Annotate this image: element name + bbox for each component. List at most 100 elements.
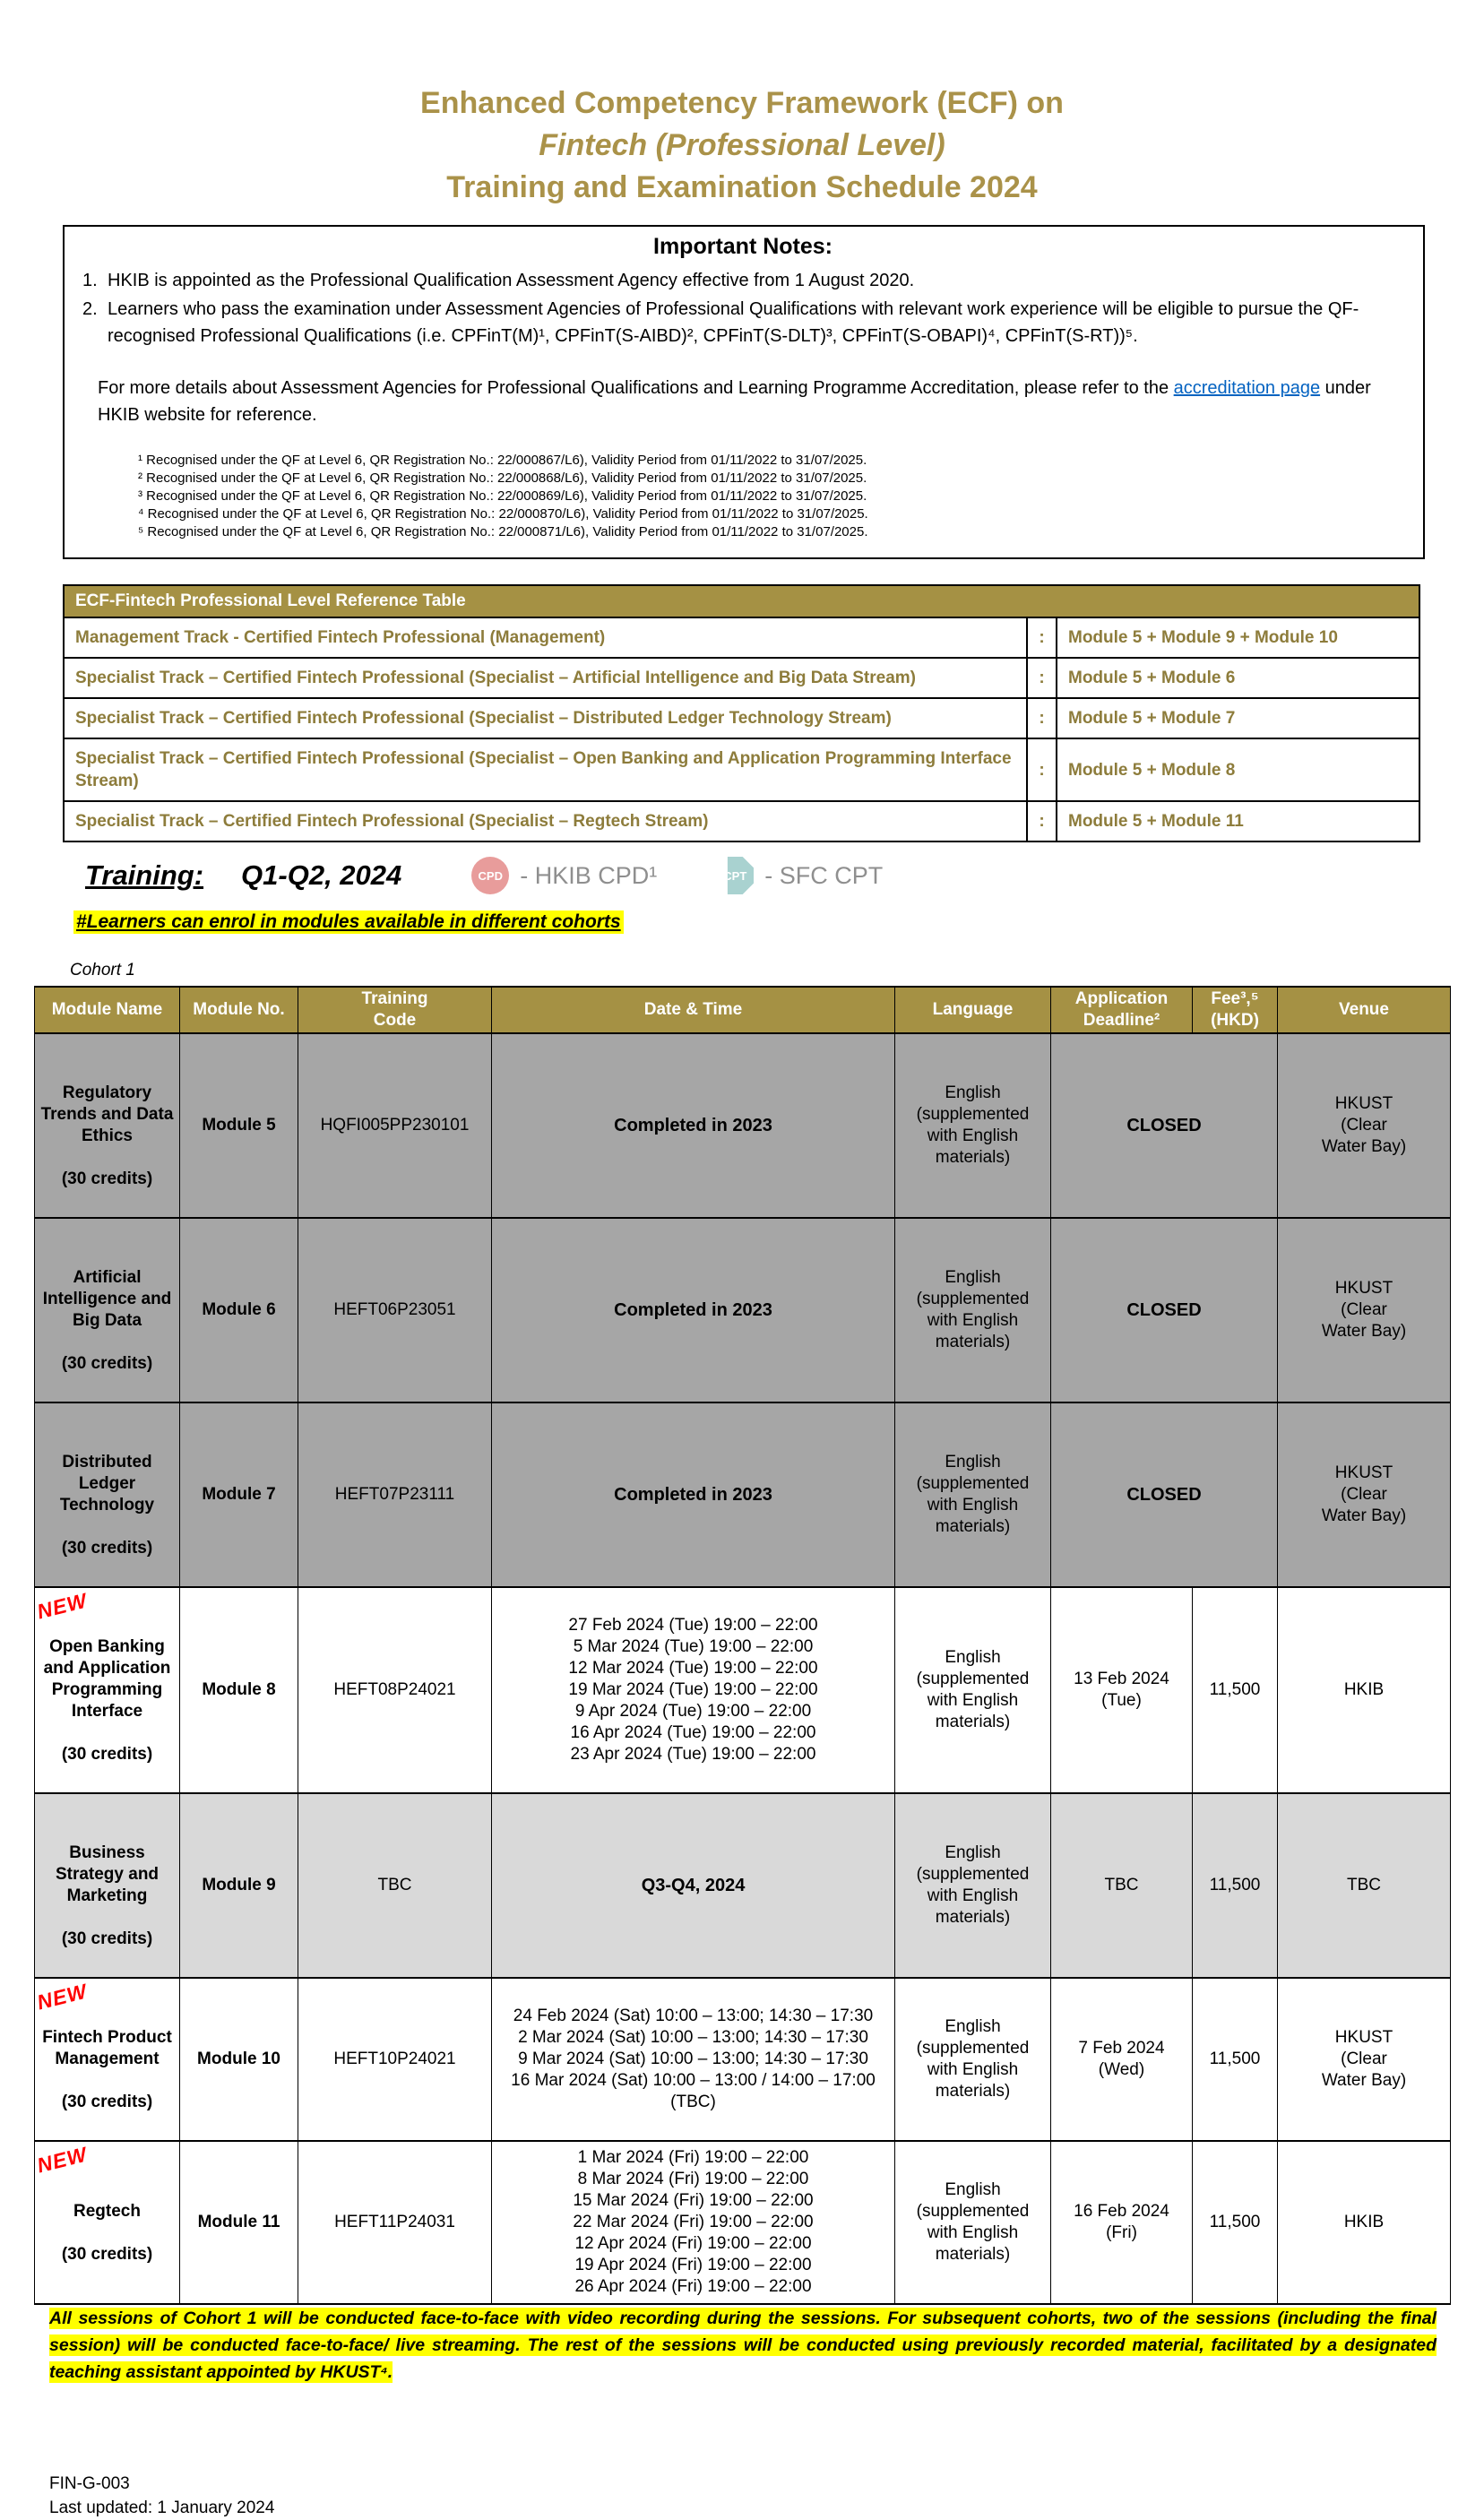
module-credits: (30 credits) — [61, 2245, 153, 2264]
cpt-badge-label: - SFC CPT — [764, 861, 884, 889]
new-badge: NEW — [34, 1979, 90, 2015]
reference-table-header-row: ECF-Fintech Professional Level Reference… — [62, 584, 1421, 618]
venue-cell: HKIB — [1277, 1586, 1451, 1794]
module-credits: (30 credits) — [61, 2093, 153, 2111]
training-heading-row: Training: Q1-Q2, 2024 CPD - HKIB CPD¹ CP… — [85, 857, 1484, 894]
venue-cell: HKIB — [1277, 2140, 1451, 2305]
note-text: Learners who pass the examination under … — [108, 299, 1359, 346]
date-time-cell: 27 Feb 2024 (Tue) 19:00 – 22:00 5 Mar 20… — [491, 1586, 895, 1794]
fee-cell: 11,500 — [1192, 1792, 1278, 1979]
track-name: Specialist Track – Certified Fintech Pro… — [63, 800, 1028, 842]
colon-separator: : — [1026, 800, 1057, 842]
module-no-cell: Module 10 — [179, 1977, 298, 2142]
language-cell: English (supplemented with English mater… — [894, 1792, 1051, 1979]
fee-cell: 11,500 — [1192, 2140, 1278, 2305]
colon-separator: : — [1026, 738, 1057, 802]
application-deadline-cell: TBC — [1050, 1792, 1193, 1979]
column-header: Fee³,⁵ (HKD) — [1192, 986, 1278, 1034]
title-line-3: Training and Examination Schedule 2024 — [446, 170, 1038, 204]
footnote: ⁵ Recognised under the QF at Level 6, QR… — [138, 524, 868, 539]
note-number: 2. — [82, 299, 98, 319]
module-name-cell: NEW Open Banking and Application Program… — [34, 1586, 180, 1794]
date-time-cell: 24 Feb 2024 (Sat) 10:00 – 13:00; 14:30 –… — [491, 1977, 895, 2142]
training-code-cell: HEFT11P24031 — [298, 2140, 492, 2305]
reference-table: ECF-Fintech Professional Level Reference… — [62, 584, 1421, 842]
module-no-cell: Module 6 — [179, 1217, 298, 1403]
qf-footnotes: ¹ Recognised under the QF at Level 6, QR… — [138, 452, 1403, 541]
reference-table-row: Specialist Track – Certified Fintech Pro… — [63, 738, 1421, 802]
training-heading: Training: — [85, 859, 204, 891]
application-deadline-cell: 13 Feb 2024 (Tue) — [1050, 1586, 1193, 1794]
new-badge: NEW — [34, 2142, 90, 2178]
module-credits: (30 credits) — [61, 1539, 153, 1558]
cohort-table-header-row: Module Name Module No. Training Code Dat… — [34, 986, 1451, 1034]
module-name-cell: NEW Regtech (30 credits) — [34, 2140, 180, 2305]
module-credits: (30 credits) — [61, 1169, 153, 1188]
footnote: ¹ Recognised under the QF at Level 6, QR… — [138, 453, 867, 468]
language-cell: English (supplemented with English mater… — [894, 1586, 1051, 1794]
training-code-cell: HEFT07P23111 — [298, 1402, 492, 1588]
language-cell: English (supplemented with English mater… — [894, 1032, 1051, 1219]
fee-cell: 11,500 — [1192, 1586, 1278, 1794]
colon-separator: : — [1026, 697, 1057, 739]
cohort-table-row: Regulatory Trends and Data Ethics (30 cr… — [34, 1032, 1451, 1219]
language-cell: English (supplemented with English mater… — [894, 2140, 1051, 2305]
reference-table-title: ECF-Fintech Professional Level Reference… — [62, 584, 1421, 618]
track-modules: Module 5 + Module 8 — [1055, 738, 1421, 802]
note-item: 1. HKIB is appointed as the Professional… — [82, 267, 1403, 294]
training-code-cell: HEFT08P24021 — [298, 1586, 492, 1794]
date-time-cell: Completed in 2023 — [491, 1402, 895, 1588]
cohort-table-row: Business Strategy and Marketing (30 cred… — [34, 1792, 1451, 1979]
title-line-1: Enhanced Competency Framework (ECF) on — [420, 86, 1064, 120]
module-name: Fintech Product Management — [42, 2028, 172, 2068]
important-notes-box: Important Notes: 1. HKIB is appointed as… — [63, 225, 1425, 559]
document-title: Enhanced Competency Framework (ECF) on F… — [0, 82, 1484, 209]
training-period: Q1-Q2, 2024 — [241, 859, 402, 891]
cohort-label: Cohort 1 — [70, 961, 135, 980]
module-name-cell: Regulatory Trends and Data Ethics (30 cr… — [34, 1032, 180, 1219]
module-no-cell: Module 7 — [179, 1402, 298, 1588]
module-name: Open Banking and Application Programming… — [43, 1637, 171, 1721]
footnote: ³ Recognised under the QF at Level 6, QR… — [138, 488, 867, 504]
language-cell: English (supplemented with English mater… — [894, 1402, 1051, 1588]
application-deadline-cell: CLOSED — [1050, 1217, 1278, 1403]
cpd-badge-icon: CPD — [471, 857, 510, 894]
document-code: FIN-G-003 — [49, 2474, 130, 2493]
training-code-cell: HEFT10P24021 — [298, 1977, 492, 2142]
closing-note: All sessions of Cohort 1 will be conduct… — [49, 2305, 1437, 2386]
note-item: 2. Learners who pass the examination und… — [82, 296, 1403, 350]
accreditation-page-link[interactable]: accreditation page — [1173, 378, 1321, 398]
column-header: Date & Time — [491, 986, 895, 1034]
enrol-note: #Learners can enrol in modules available… — [73, 910, 624, 934]
language-cell: English (supplemented with English mater… — [894, 1977, 1051, 2142]
track-name: Management Track - Certified Fintech Pro… — [63, 617, 1028, 659]
module-no-cell: Module 5 — [179, 1032, 298, 1219]
module-no-cell: Module 11 — [179, 2140, 298, 2305]
cohort-table-row: NEW Open Banking and Application Program… — [34, 1586, 1451, 1794]
more-details-suffix: under HKIB website for reference. — [98, 378, 1371, 425]
cohort-table-row: NEW Fintech Product Management (30 credi… — [34, 1977, 1451, 2142]
module-name: Artificial Intelligence and Big Data — [42, 1268, 172, 1330]
track-name: Specialist Track – Certified Fintech Pro… — [63, 697, 1028, 739]
track-name: Specialist Track – Certified Fintech Pro… — [63, 657, 1028, 699]
module-credits: (30 credits) — [61, 1745, 153, 1764]
module-name-cell: NEW Fintech Product Management (30 credi… — [34, 1977, 180, 2142]
track-modules: Module 5 + Module 7 — [1055, 697, 1421, 739]
module-name-cell: Business Strategy and Marketing (30 cred… — [34, 1792, 180, 1979]
colon-separator: : — [1026, 657, 1057, 699]
column-header: Venue — [1277, 986, 1451, 1034]
venue-cell: HKUST (Clear Water Bay) — [1277, 1977, 1451, 2142]
document-footer: FIN-G-003 Last updated: 1 January 2024 — [49, 2472, 1484, 2520]
fee-cell: 11,500 — [1192, 1977, 1278, 2142]
cpd-badge-label: - HKIB CPD¹ — [520, 861, 658, 889]
track-modules: Module 5 + Module 9 + Module 10 — [1055, 617, 1421, 659]
date-time-cell: Q3-Q4, 2024 — [491, 1792, 895, 1979]
title-line-2: Fintech (Professional Level) — [539, 128, 945, 162]
training-code-cell: HEFT06P23051 — [298, 1217, 492, 1403]
reference-table-row: Specialist Track – Certified Fintech Pro… — [63, 800, 1421, 842]
venue-cell: HKUST (Clear Water Bay) — [1277, 1217, 1451, 1403]
reference-table-row: Specialist Track – Certified Fintech Pro… — [63, 657, 1421, 699]
track-modules: Module 5 + Module 11 — [1055, 800, 1421, 842]
note-number: 1. — [82, 271, 98, 290]
column-header: Module Name — [34, 986, 180, 1034]
